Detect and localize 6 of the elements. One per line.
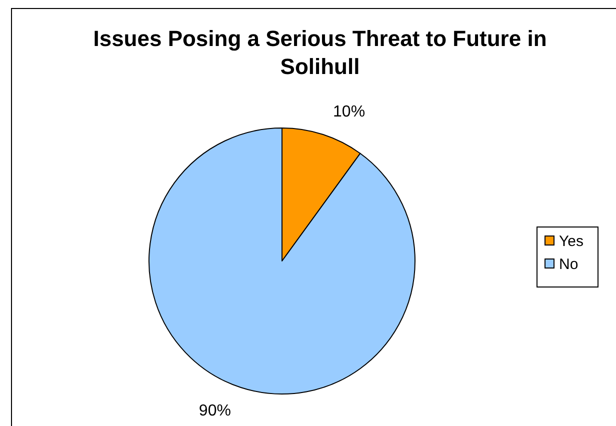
legend-label: No — [559, 256, 578, 273]
chart-title: Issues Posing a Serious Threat to Future in Solihull — [93, 26, 547, 79]
pie-slice — [148, 128, 416, 394]
legend-label: Yes — [559, 233, 584, 250]
data-label: 10% — [333, 104, 366, 121]
data-label: 90% — [198, 402, 231, 420]
